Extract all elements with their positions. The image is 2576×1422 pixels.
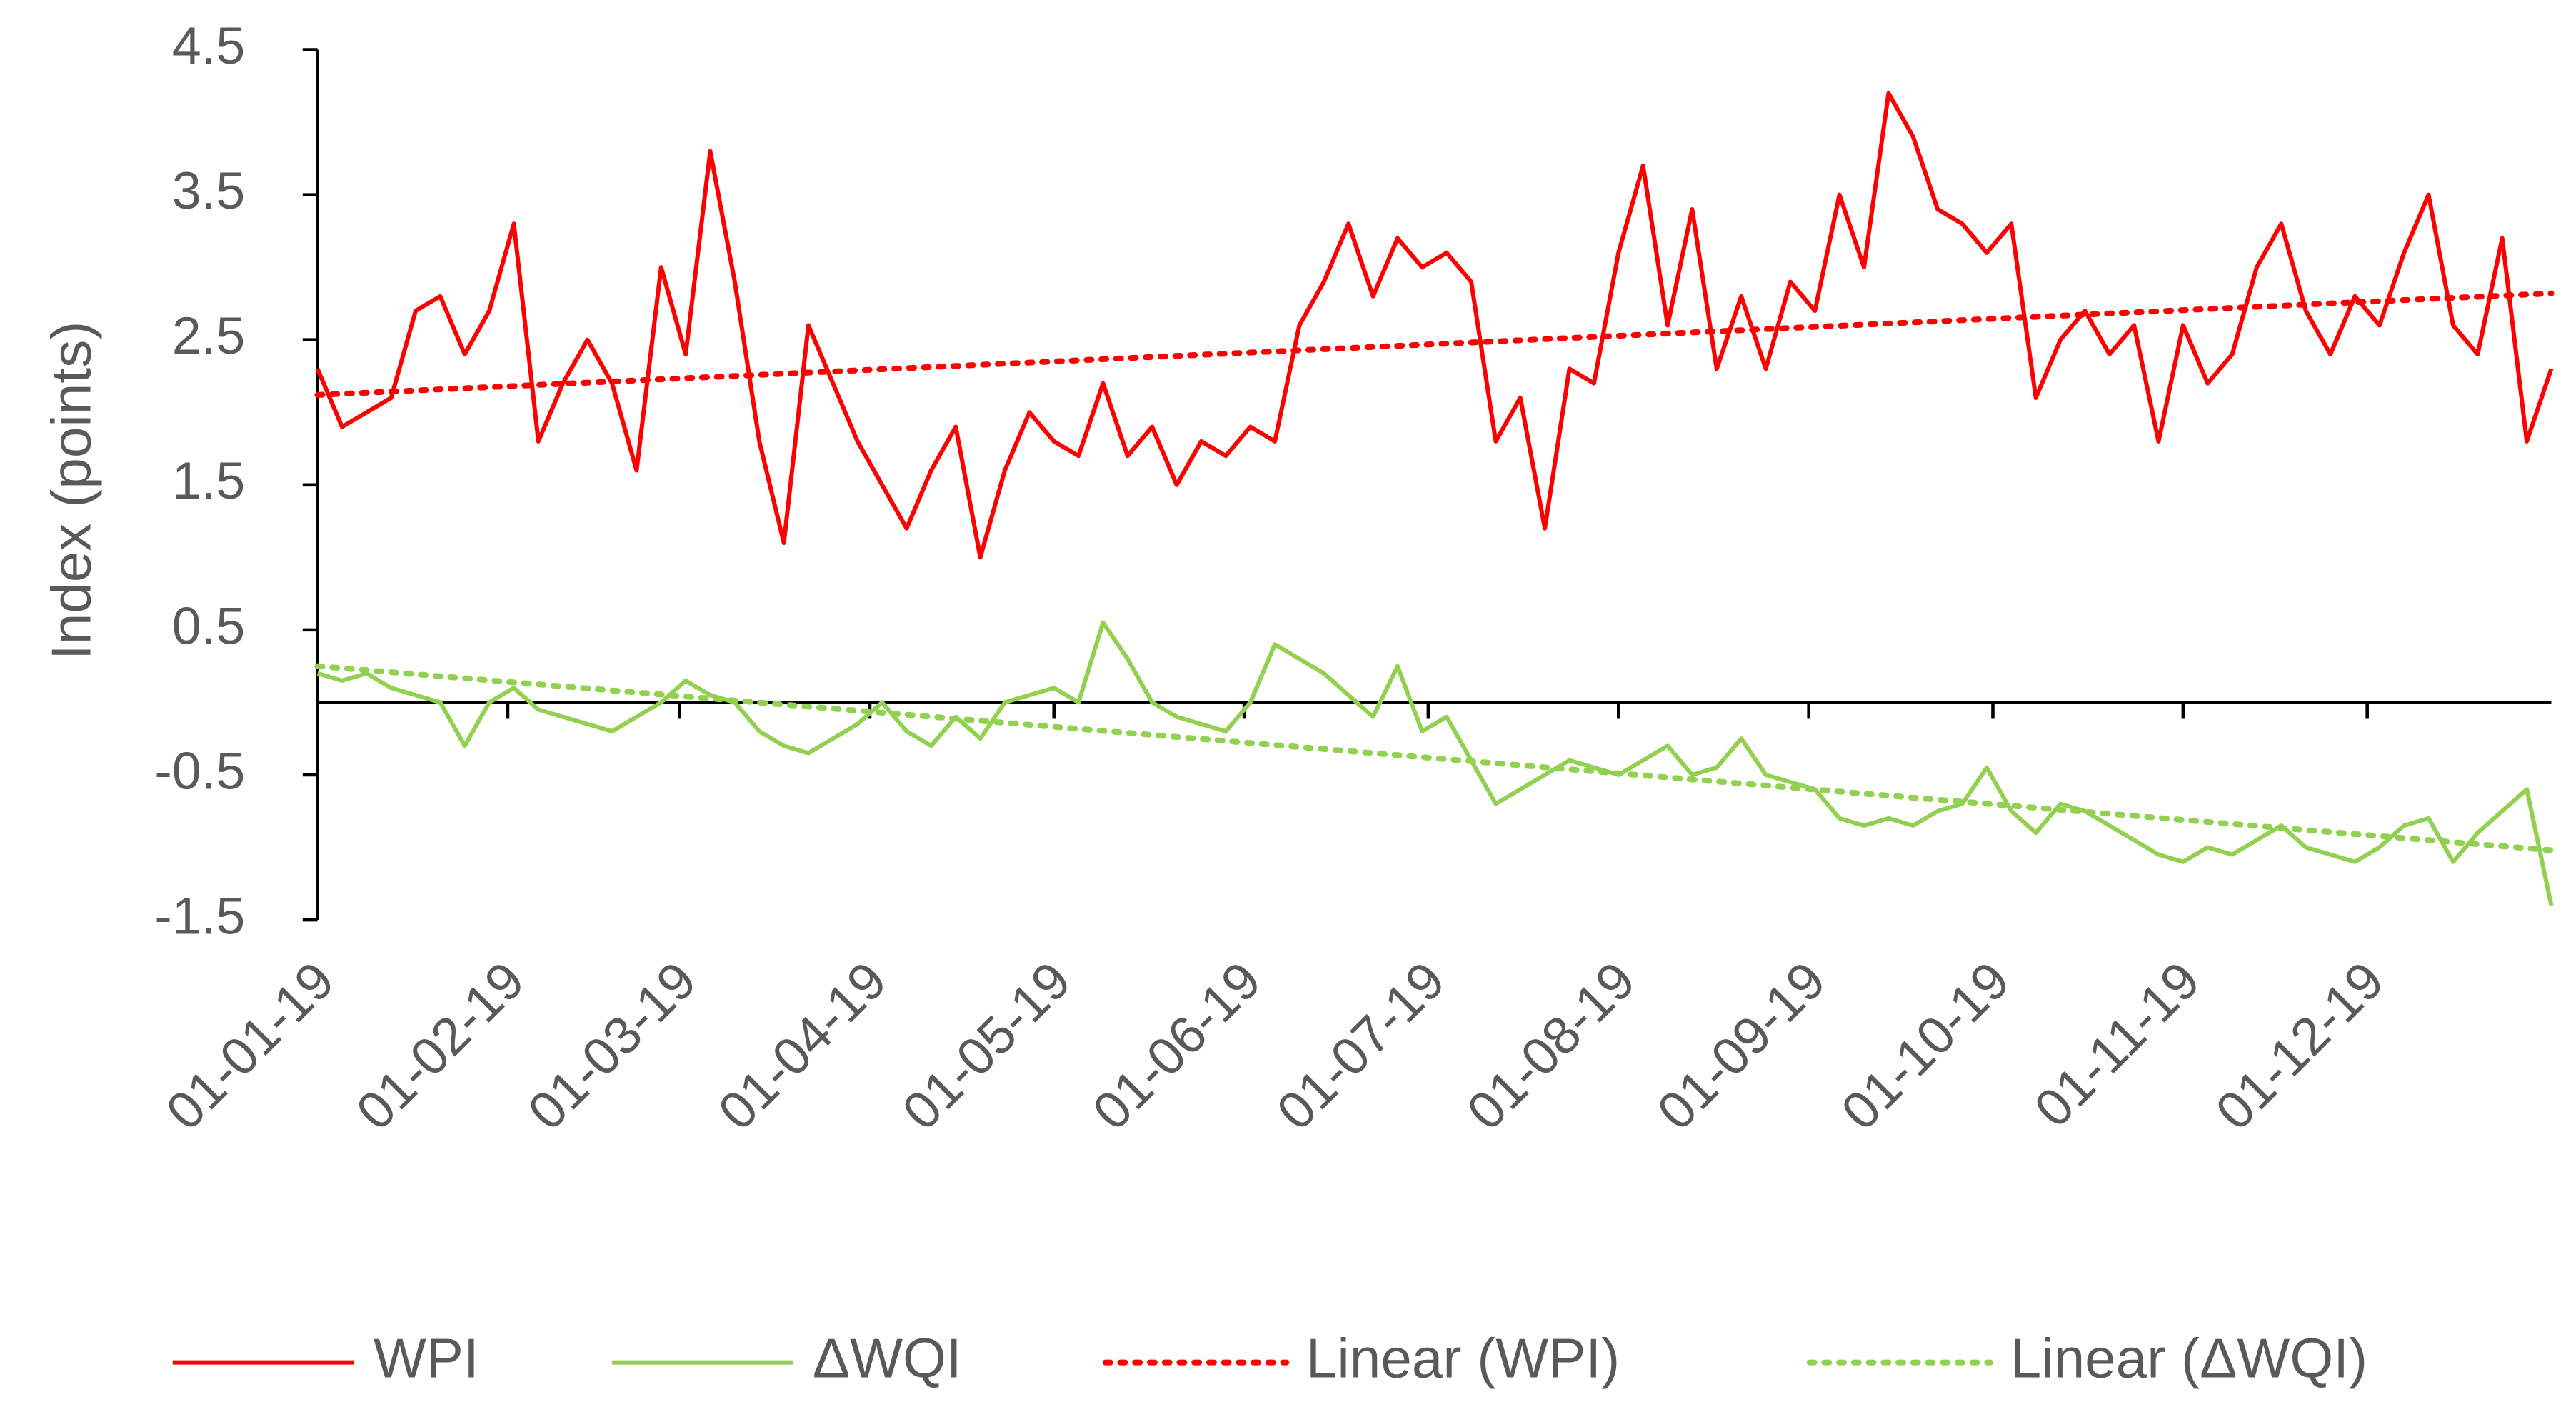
x-tick-label: 01-08-19 (1455, 950, 1646, 1141)
x-tick-label: 01-04-19 (707, 950, 898, 1141)
y-tick-label: -1.5 (154, 886, 245, 945)
y-tick-label: 0.5 (172, 596, 245, 655)
y-tick-label: 4.5 (172, 16, 245, 75)
x-tick-label: 01-02-19 (345, 950, 536, 1141)
y-tick-label: 1.5 (172, 451, 245, 510)
y-tick-label: 2.5 (172, 306, 245, 365)
x-tick-label: 01-05-19 (891, 950, 1081, 1141)
x-tick-label: 01-01-19 (154, 950, 345, 1141)
x-tick-label: 01-10-19 (1830, 950, 2020, 1141)
trend-line (314, 663, 2555, 853)
legend-label: WPI (374, 1326, 479, 1389)
legend-label: Linear (ΔWQI) (2010, 1326, 2367, 1389)
y-axis-label: Index (points) (40, 321, 103, 660)
legend-label: ΔWQI (813, 1326, 962, 1389)
x-tick-label: 01-11-19 (2023, 950, 2210, 1138)
x-tick-label: 01-07-19 (1266, 950, 1456, 1141)
y-tick-label: -0.5 (154, 741, 245, 800)
x-tick-label: 01-09-19 (1645, 950, 1836, 1141)
trend-line (314, 290, 2555, 398)
x-tick-label: 01-03-19 (516, 950, 707, 1141)
data-line (315, 91, 2554, 560)
y-tick-label: 3.5 (172, 161, 245, 220)
data-line (316, 620, 2554, 906)
x-tick-label: 01-12-19 (2204, 950, 2395, 1141)
legend-label: Linear (WPI) (1306, 1326, 1620, 1389)
x-tick-label: 01-06-19 (1081, 950, 1272, 1141)
